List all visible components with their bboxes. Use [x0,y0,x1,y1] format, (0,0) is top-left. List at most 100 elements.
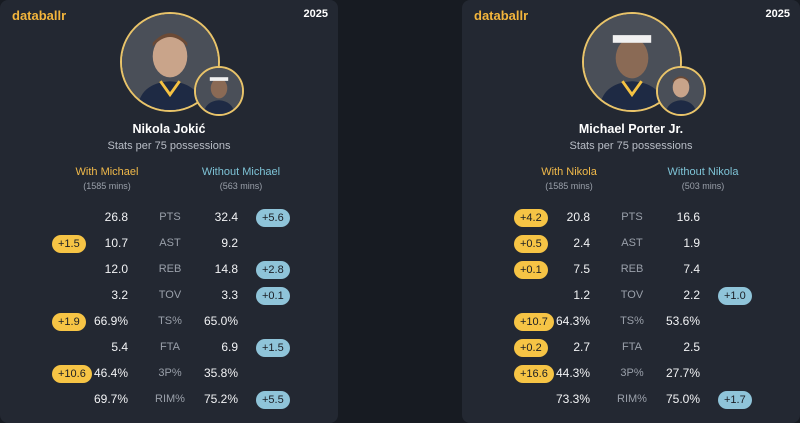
with-value: 2.4 [573,236,590,250]
stat-label: AST [159,237,181,249]
without-diff-badge: +5.5 [256,391,290,409]
with-diff-badge: +0.2 [514,339,548,357]
with-value: 2.7 [573,340,590,354]
without-minutes: (563 mins) [219,181,263,191]
stat-row: +4.2 20.8 PTS 16.6 [462,207,800,229]
stat-label: TOV [158,289,182,301]
without-value: 53.6% [665,314,700,328]
with-value: 66.9% [93,314,128,328]
with-column-header: With Nikola (1585 mins) [514,166,624,191]
stat-label: FTA [160,341,180,353]
stat-row: +0.2 2.7 FTA 2.5 [462,337,800,359]
stats-subtitle: Stats per 75 possessions [107,140,231,152]
without-value: 65.0% [203,314,238,328]
with-column-header: With Michael (1585 mins) [52,166,162,191]
stat-row: +0.5 2.4 AST 1.9 [462,233,800,255]
with-diff-badge: +10.6 [52,365,92,383]
with-value: 26.8 [104,210,128,224]
without-value: 9.2 [221,236,238,250]
without-diff-badge: +2.8 [256,261,290,279]
stat-row: 5.4 FTA 6.9 +1.5 [0,337,338,359]
with-diff-badge: +10.7 [514,313,554,331]
with-value: 3.2 [111,288,128,302]
with-value: 69.7% [93,392,128,406]
without-diff-badge: +1.5 [256,339,290,357]
stat-label: TOV [620,289,644,301]
without-value: 2.2 [683,288,700,302]
with-diff-badge: +4.2 [514,209,548,227]
stat-row: 26.8 PTS 32.4 +5.6 [0,207,338,229]
without-column-header: Without Nikola (503 mins) [648,166,758,191]
stat-label: AST [621,237,643,249]
stat-row: 1.2 TOV 2.2 +1.0 [462,285,800,307]
with-label: With Nikola [541,166,597,178]
stat-label: RIM% [155,393,185,405]
with-value: 5.4 [111,340,128,354]
stat-row: 3.2 TOV 3.3 +0.1 [0,285,338,307]
without-value: 1.9 [683,236,700,250]
without-minutes: (503 mins) [681,181,725,191]
stat-label: 3P% [620,367,644,379]
without-value: 27.7% [665,366,700,380]
stat-label: REB [620,263,644,275]
with-diff-badge: +1.5 [52,235,86,253]
player-name: Michael Porter Jr. [578,122,684,136]
stat-row: 12.0 REB 14.8 +2.8 [0,259,338,281]
stat-row: +10.7 64.3% TS% 53.6% [462,311,800,333]
player-photo-icon [120,12,220,112]
stat-label: 3P% [158,367,182,379]
with-value: 46.4% [93,366,128,380]
with-minutes: (1585 mins) [545,181,593,191]
without-value: 6.9 [221,340,238,354]
brand-logo[interactable]: databallr [12,8,67,23]
with-value: 73.3% [555,392,590,406]
with-value: 44.3% [555,366,590,380]
without-value: 2.5 [683,340,700,354]
with-label: With Michael [75,166,139,178]
season-year: 2025 [765,8,790,20]
without-value: 14.8 [214,262,238,276]
without-value: 16.6 [676,210,700,224]
without-value: 7.4 [683,262,700,276]
with-minutes: (1585 mins) [83,181,131,191]
stat-label: RIM% [617,393,647,405]
without-value: 35.8% [203,366,238,380]
player-name: Nikola Jokić [132,122,206,136]
stats-subtitle: Stats per 75 possessions [569,140,693,152]
with-value: 10.7 [104,236,128,250]
without-diff-badge: +1.7 [718,391,752,409]
stat-row: +10.6 46.4% 3P% 35.8% [0,363,338,385]
with-diff-badge: +16.6 [514,365,554,383]
stat-label: PTS [159,211,181,223]
stat-row: 73.3% RIM% 75.0% +1.7 [462,389,800,411]
with-diff-badge: +1.9 [52,313,86,331]
without-value: 3.3 [221,288,238,302]
with-value: 64.3% [555,314,590,328]
with-value: 7.5 [573,262,590,276]
stat-label: FTA [622,341,642,353]
without-label: Without Michael [201,166,281,178]
teammate-photo-icon [656,66,706,116]
brand-logo[interactable]: databallr [474,8,529,23]
without-value: 75.0% [665,392,700,406]
with-diff-badge: +0.1 [514,261,548,279]
player-card: databallr 2025 Michael Porter Jr. Stats … [462,0,800,423]
with-value: 12.0 [104,262,128,276]
with-value: 20.8 [566,210,590,224]
without-label: Without Nikola [667,166,739,178]
with-diff-badge: +0.5 [514,235,548,253]
stat-label: TS% [620,315,644,327]
stat-row: +16.6 44.3% 3P% 27.7% [462,363,800,385]
without-diff-badge: +1.0 [718,287,752,305]
stat-label: PTS [621,211,643,223]
without-column-header: Without Michael (563 mins) [186,166,296,191]
without-diff-badge: +0.1 [256,287,290,305]
stat-row: +1.5 10.7 AST 9.2 [0,233,338,255]
without-value: 75.2% [203,392,238,406]
with-value: 1.2 [573,288,590,302]
teammate-photo-icon [194,66,244,116]
without-diff-badge: +5.6 [256,209,290,227]
player-card: databallr 2025 Nikola Jokić Stats per 75… [0,0,338,423]
stat-row: 69.7% RIM% 75.2% +5.5 [0,389,338,411]
stat-label: REB [158,263,182,275]
